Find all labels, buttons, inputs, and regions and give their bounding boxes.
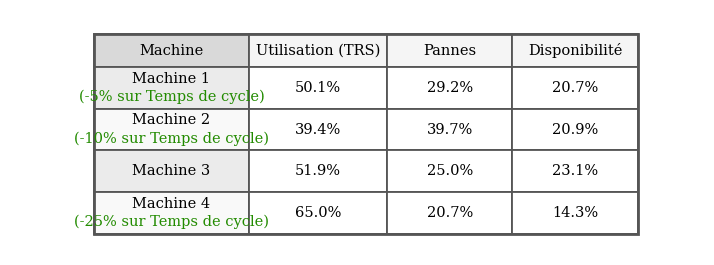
- Bar: [513, 34, 638, 67]
- Text: 65.0%: 65.0%: [295, 206, 341, 220]
- Text: Machine 4: Machine 4: [132, 197, 211, 211]
- Text: 20.9%: 20.9%: [552, 123, 598, 136]
- Bar: [249, 109, 387, 150]
- Bar: [513, 109, 638, 150]
- Bar: [94, 67, 249, 109]
- Bar: [387, 34, 513, 67]
- Bar: [387, 192, 513, 233]
- Text: 29.2%: 29.2%: [426, 81, 473, 95]
- Bar: [513, 192, 638, 233]
- Bar: [513, 150, 638, 192]
- Bar: [387, 67, 513, 109]
- Text: 14.3%: 14.3%: [552, 206, 598, 220]
- Text: (-5% sur Temps de cycle): (-5% sur Temps de cycle): [79, 90, 264, 104]
- Text: 20.7%: 20.7%: [426, 206, 473, 220]
- Bar: [249, 150, 387, 192]
- Bar: [387, 150, 513, 192]
- Bar: [249, 67, 387, 109]
- Text: 39.7%: 39.7%: [426, 123, 473, 136]
- Text: 39.4%: 39.4%: [295, 123, 341, 136]
- Text: 20.7%: 20.7%: [552, 81, 598, 95]
- Text: (-10% sur Temps de cycle): (-10% sur Temps de cycle): [74, 131, 269, 146]
- Bar: [94, 192, 249, 233]
- Bar: [94, 109, 249, 150]
- Bar: [513, 67, 638, 109]
- Text: 50.1%: 50.1%: [295, 81, 341, 95]
- Bar: [249, 34, 387, 67]
- Text: Utilisation (TRS): Utilisation (TRS): [256, 44, 380, 58]
- Text: (-25% sur Temps de cycle): (-25% sur Temps de cycle): [74, 215, 269, 229]
- Text: 25.0%: 25.0%: [426, 164, 473, 178]
- Text: Disponibilité: Disponibilité: [528, 43, 623, 58]
- Text: Pannes: Pannes: [423, 44, 476, 58]
- Text: Machine 2: Machine 2: [132, 113, 211, 127]
- Bar: [94, 150, 249, 192]
- Text: Machine 3: Machine 3: [132, 164, 211, 178]
- Text: 51.9%: 51.9%: [295, 164, 341, 178]
- Bar: [249, 192, 387, 233]
- Bar: [94, 34, 249, 67]
- Bar: [387, 109, 513, 150]
- Text: Machine: Machine: [139, 44, 203, 58]
- Text: 23.1%: 23.1%: [552, 164, 598, 178]
- Text: Machine 1: Machine 1: [132, 72, 211, 86]
